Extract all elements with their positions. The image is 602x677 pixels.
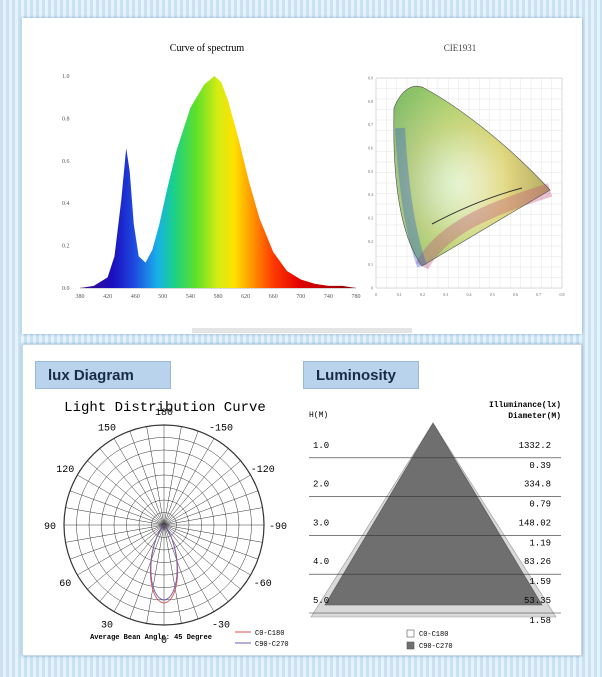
bottom-charts-svg: Light Distribution Curve 180-150150-1201… bbox=[44, 400, 561, 651]
cie-x-tick: 0.8 bbox=[560, 292, 565, 297]
polar-angle-label: 150 bbox=[98, 423, 116, 434]
polar-angle-label: 90 bbox=[44, 522, 56, 533]
illuminance-col-label: Illuminance(lx) bbox=[489, 401, 561, 410]
spectrum-x-tick: 540 bbox=[186, 294, 195, 300]
legend-c90-label: C90-C270 bbox=[255, 641, 289, 649]
cie-y-tick: 0.8 bbox=[368, 99, 373, 104]
cie-title: CIE1931 bbox=[444, 43, 477, 53]
planckian-locus bbox=[431, 187, 523, 225]
lum-lux-value: 53.35 bbox=[524, 596, 551, 606]
spectrum-x-tick: 580 bbox=[214, 294, 223, 300]
blurred-caption bbox=[192, 328, 412, 333]
polar-angle-label: -120 bbox=[251, 465, 275, 476]
cie-y-tick: 0.5 bbox=[368, 169, 373, 174]
polar-angle-label: 180 bbox=[155, 408, 173, 419]
cie-diagram: 0 0.1 0.2 0.3 0.4 0.5 0.6 0.7 0.8 0 0.1 0.2 0.3 0.4 0.… bbox=[368, 76, 565, 298]
cie-ticks: 0 0.1 0.2 0.3 0.4 0.5 0.6 0.7 0.8 0 0.1 0.2 0.3 0.4 0.… bbox=[368, 76, 565, 298]
cie-y-tick: 0.4 bbox=[368, 192, 373, 197]
cie-x-tick: 0.4 bbox=[467, 292, 472, 297]
lum-lux-value: 83.26 bbox=[524, 557, 551, 567]
cie-x-tick: 0.6 bbox=[513, 292, 518, 297]
lum-height-value: 5.0 bbox=[313, 596, 329, 606]
spectrum-x-tick: 420 bbox=[103, 294, 112, 300]
lum-diameter-value: 1.59 bbox=[529, 577, 551, 587]
polar-angle-label: -90 bbox=[269, 522, 287, 533]
spectrum-x-tick: 500 bbox=[158, 294, 167, 300]
polar-series-C90-C270 bbox=[150, 524, 178, 601]
cie-y-tick: 0.1 bbox=[368, 262, 373, 267]
cie-x-tick: 0 bbox=[375, 292, 377, 297]
cie-y-tick: 0.9 bbox=[368, 76, 373, 81]
lum-height-value: 2.0 bbox=[313, 480, 329, 490]
spectrum-y-tick: 0.8 bbox=[62, 116, 70, 122]
spectrum-x-tick: 700 bbox=[296, 294, 305, 300]
diameter-col-label: Diameter(M) bbox=[508, 412, 561, 421]
cie-x-tick: 0.2 bbox=[420, 292, 425, 297]
height-col-label: H(M) bbox=[309, 411, 328, 420]
spectrum-x-tick: 460 bbox=[131, 294, 140, 300]
legend-c0-label: C0-C180 bbox=[255, 630, 284, 638]
polar-angle-label: -30 bbox=[212, 621, 230, 632]
spectrum-y-tick: 0.0 bbox=[62, 286, 70, 292]
lum-height-value: 4.0 bbox=[313, 557, 329, 567]
luminosity-chart: H(M) Illuminance(lx) Diameter(M) 1.0 1332… bbox=[309, 401, 561, 651]
cie-y-tick: 0.2 bbox=[368, 239, 373, 244]
lux-diagram-header: lux Diagram bbox=[35, 361, 171, 389]
lum-lux-value: 334.8 bbox=[524, 480, 551, 490]
polar-angle-label: 30 bbox=[101, 621, 113, 632]
spectrum-curve bbox=[80, 76, 356, 288]
lum-diameter-value: 0.39 bbox=[529, 461, 551, 471]
spectrum-x-tick: 620 bbox=[241, 294, 250, 300]
lum-diameter-value: 1.19 bbox=[529, 538, 551, 548]
cie-y-tick: 0.6 bbox=[368, 146, 373, 151]
lux-title: Light Distribution Curve bbox=[64, 400, 266, 416]
spectrum-x-tick: 660 bbox=[269, 294, 278, 300]
spectrum-y-tick: 0.6 bbox=[62, 159, 70, 165]
cie-y-tick: 0.3 bbox=[368, 216, 373, 221]
cie-x-tick: 0.3 bbox=[443, 292, 448, 297]
spectrum-title: Curve of spectrum bbox=[170, 43, 245, 54]
top-charts-svg: Curve of spectrum 380 420 460 500 540 580 620 6… bbox=[62, 43, 565, 333]
luminosity-rows: 1.0 1332.2 0.39 2.0 334.8 0.79 3.0 148.02 1.19 4.… bbox=[309, 441, 561, 626]
polar-angle-label: 120 bbox=[56, 465, 74, 476]
polar-angle-label: -60 bbox=[254, 579, 272, 590]
lum-diameter-value: 1.58 bbox=[529, 616, 551, 626]
cie-x-tick: 0.5 bbox=[490, 292, 495, 297]
cie-y-tick: 0.7 bbox=[368, 122, 373, 127]
spectrum-y-tick: 1.0 bbox=[62, 74, 70, 80]
lum-diameter-value: 0.79 bbox=[529, 500, 551, 510]
lum-lux-value: 148.02 bbox=[519, 518, 551, 528]
spectrum-x-tick: 380 bbox=[76, 294, 85, 300]
lum-legend-c0-label: C0-C180 bbox=[419, 631, 448, 639]
polar-chart: 180 -150 150 -120 120 -90 90 -60 60 -30 30 0 bbox=[44, 408, 287, 647]
cie-y-tick: 0 bbox=[371, 286, 373, 291]
spectrum-y-tick: 0.4 bbox=[62, 201, 70, 207]
spectrum-x-tick: 740 bbox=[324, 294, 333, 300]
polar-angle-label: 0 bbox=[161, 636, 167, 647]
beam-angle-note: Average Bean Angle: 45 Degree bbox=[90, 634, 212, 642]
spectrum-cie-panel: Curve of spectrum 380 420 460 500 540 580 620 6… bbox=[22, 18, 582, 334]
cie-x-tick: 0.7 bbox=[536, 292, 541, 297]
lux-luminosity-panel: lux Diagram Luminosity Light Distributio… bbox=[22, 344, 582, 656]
lum-height-value: 1.0 bbox=[313, 441, 329, 451]
polar-angle-label: 60 bbox=[59, 579, 71, 590]
legend-c0-swatch bbox=[406, 629, 415, 638]
spectrum-y-tick: 0.2 bbox=[62, 244, 70, 250]
luminosity-header: Luminosity bbox=[303, 361, 419, 389]
legend-c90-swatch bbox=[406, 641, 415, 650]
lum-legend-c90-label: C90-C270 bbox=[419, 643, 453, 651]
cie-x-tick: 0.1 bbox=[397, 292, 402, 297]
lum-height-value: 3.0 bbox=[313, 518, 329, 528]
spectrum-x-tick: 780 bbox=[352, 294, 361, 300]
polar-angle-label: -150 bbox=[209, 423, 233, 434]
lum-lux-value: 1332.2 bbox=[519, 441, 551, 451]
lux-legend: C0-C180 C90-C270 bbox=[235, 630, 289, 649]
cone-inner bbox=[324, 422, 543, 606]
